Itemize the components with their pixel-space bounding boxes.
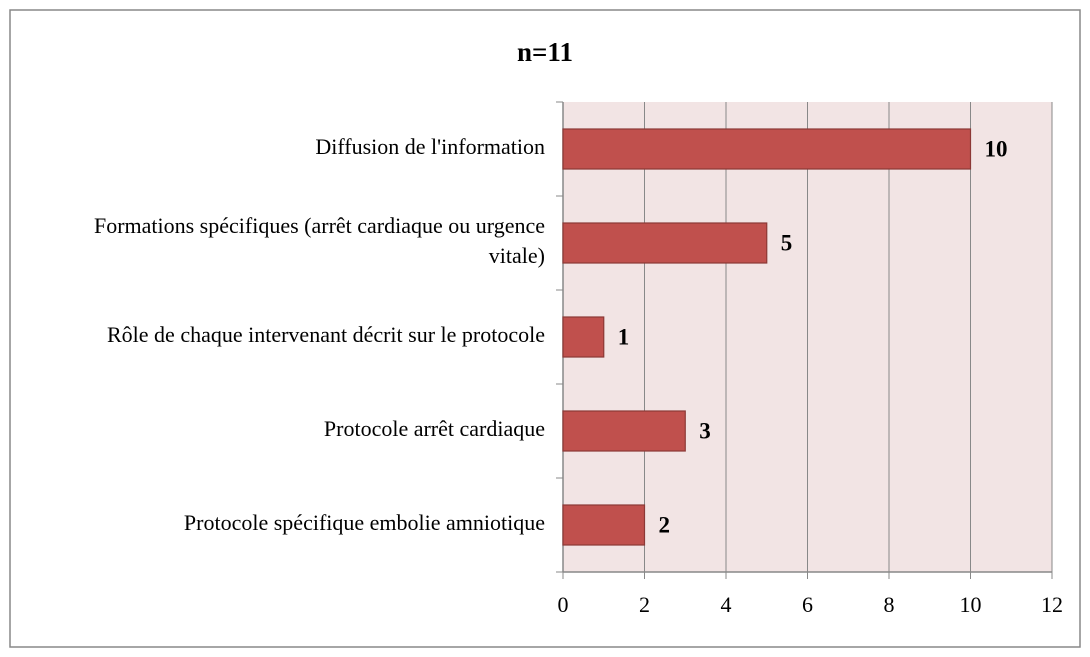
x-tick-label: 4 xyxy=(721,592,732,617)
x-tick-label: 6 xyxy=(802,592,813,617)
bar xyxy=(562,504,646,546)
x-tick-label: 2 xyxy=(639,592,650,617)
value-label: 10 xyxy=(985,136,1008,161)
x-tick-label: 12 xyxy=(1041,592,1063,617)
x-tick-label: 10 xyxy=(960,592,982,617)
x-tick-label: 8 xyxy=(884,592,895,617)
y-tick-label: Formations spécifiques (arrêt cardiaque … xyxy=(94,213,545,268)
value-label: 1 xyxy=(618,324,630,349)
bar xyxy=(562,316,605,358)
value-label: 5 xyxy=(781,230,793,255)
y-tick-label: Protocole arrêt cardiaque xyxy=(324,416,545,441)
y-tick-label: Diffusion de l'information xyxy=(315,134,545,159)
value-label: 3 xyxy=(699,418,711,443)
y-tick-label: Protocole spécifique embolie amniotique xyxy=(184,510,545,535)
x-tick-label: 0 xyxy=(558,592,569,617)
bar xyxy=(562,222,768,264)
bar xyxy=(562,410,686,452)
y-tick-label: Rôle de chaque intervenant décrit sur le… xyxy=(107,322,545,347)
chart-title: n=11 xyxy=(517,37,573,67)
value-label: 2 xyxy=(659,512,671,537)
bar xyxy=(562,128,972,170)
